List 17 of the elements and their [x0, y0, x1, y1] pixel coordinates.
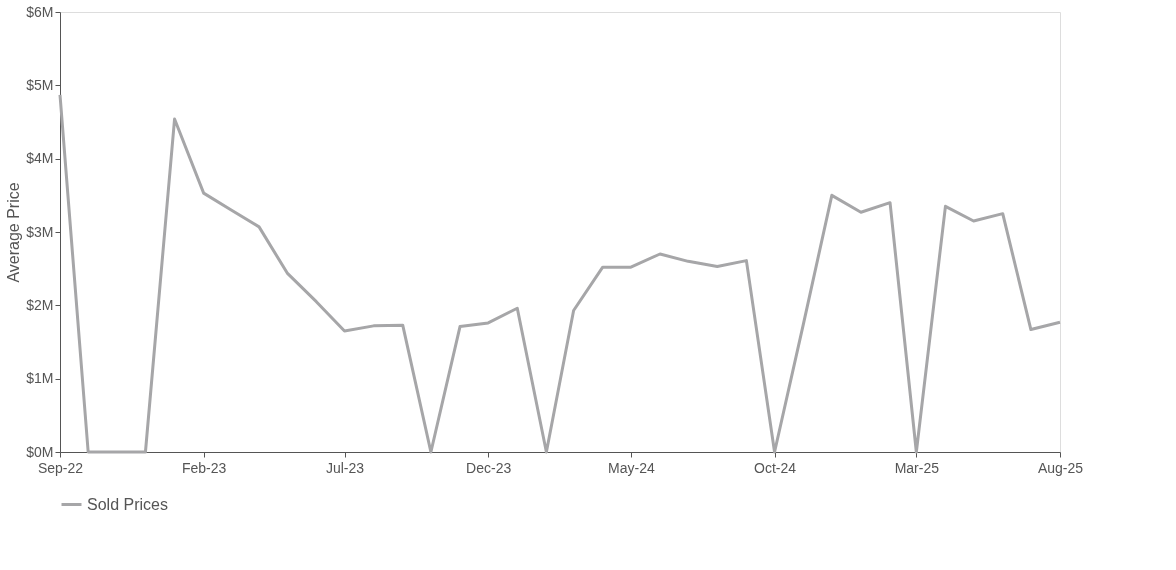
x-tick-label: Jul-23: [325, 459, 365, 476]
x-tick-label: Aug-25: [1037, 459, 1084, 476]
y-tick-label: $4M: [26, 150, 54, 167]
y-axis-title: Average Price: [5, 182, 23, 283]
y-tick-label: $0M: [26, 443, 54, 460]
y-tick-label: $3M: [26, 223, 54, 240]
x-tick-label: Oct-24: [754, 459, 797, 476]
x-tick-label: Dec-23: [466, 459, 512, 476]
x-tick-label: Mar-25: [894, 459, 940, 476]
x-tick-label: May-24: [608, 459, 655, 476]
y-tick-label: $6M: [26, 3, 54, 20]
x-tick-label: Feb-23: [181, 459, 227, 476]
legend-label: Sold Prices: [87, 495, 168, 513]
y-tick-label: $5M: [26, 76, 54, 93]
x-tick-label: Sep-22: [37, 459, 84, 476]
y-tick-label: $2M: [26, 296, 54, 313]
y-tick-label: $1M: [26, 370, 54, 387]
